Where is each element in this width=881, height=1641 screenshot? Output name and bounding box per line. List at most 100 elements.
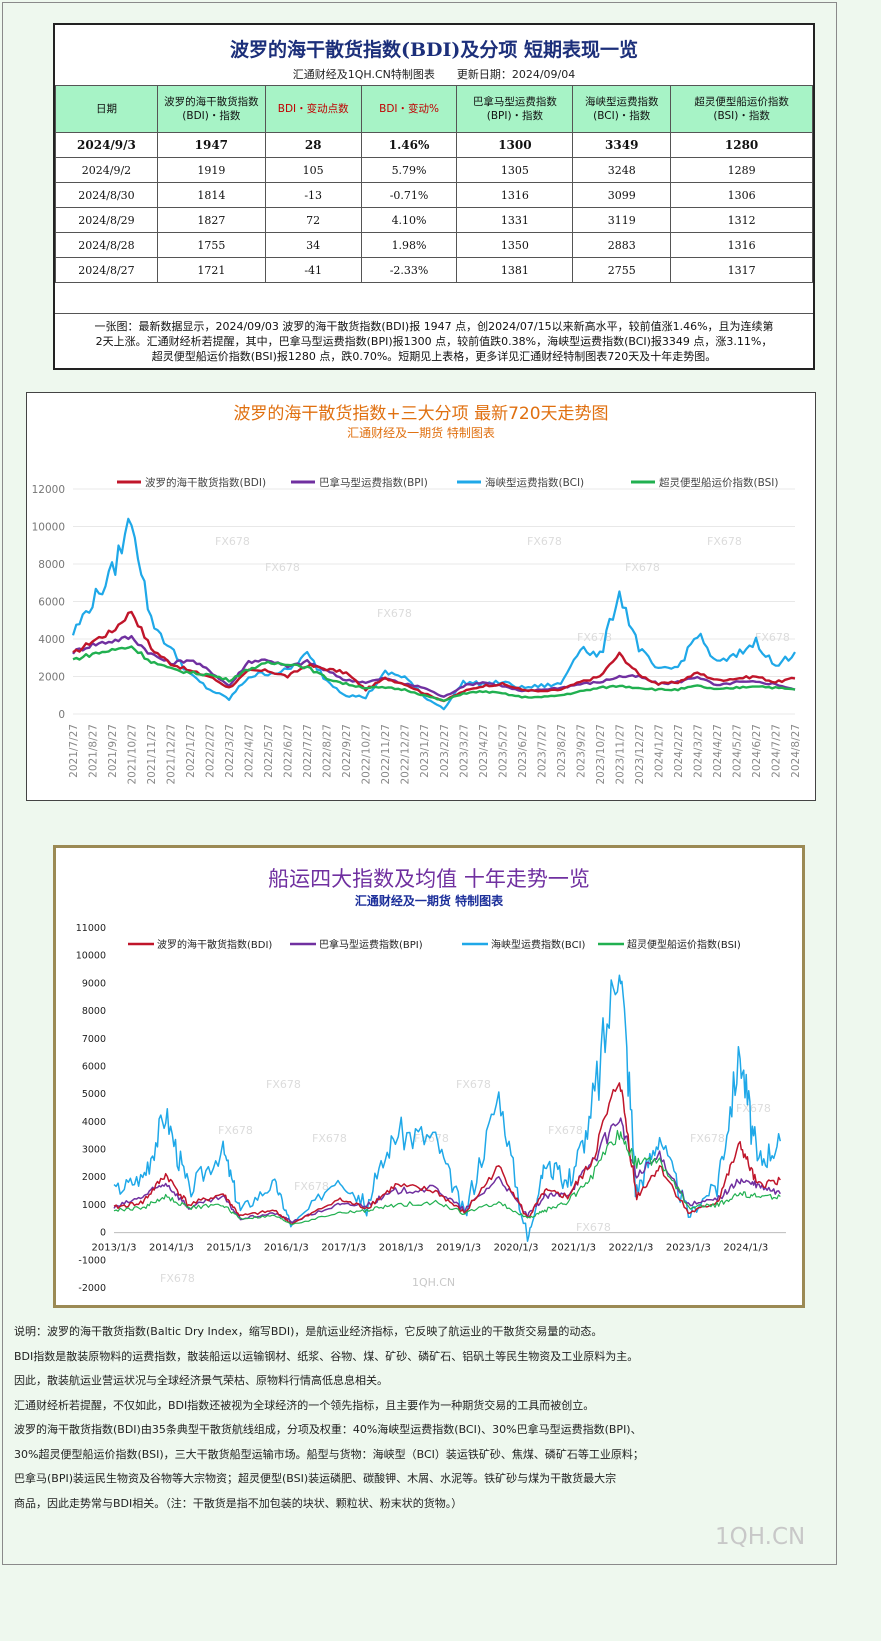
table-header-cell: 海峡型运费指数 (BCI)・指数 bbox=[572, 85, 672, 133]
chart-title: 船运四大指数及均值 十年走势一览 bbox=[268, 867, 590, 891]
bdi-table: 日期 波罗的海干散货指数 (BDI)・指数 BDI・变动点数 BDI・变动% 巴拿马型运费… bbox=[55, 85, 813, 283]
description-line: 汇通财经析若提醒，不仅如此，BDI指数还被视为全球经济的一个领先指标，且主要作为… bbox=[14, 1398, 595, 1412]
x-tick-label: 2021/11/27 bbox=[146, 724, 158, 785]
watermark: FX678 bbox=[265, 561, 300, 574]
watermark: FX678 bbox=[218, 1124, 253, 1137]
y-tick-label: 2000 bbox=[38, 672, 65, 684]
table-cell: -13 bbox=[264, 182, 362, 208]
x-tick-label: 2022/4/27 bbox=[244, 724, 256, 778]
x-tick-label: 2022/1/3 bbox=[608, 1243, 653, 1254]
table-cell: 1947 bbox=[156, 132, 266, 158]
chart-ten-year: 船运四大指数及均值 十年走势一览 汇通财经及一期货 特制图表 波罗的海干散货指数(B… bbox=[53, 845, 805, 1308]
y-tick-label: 6000 bbox=[82, 1061, 106, 1072]
watermark: FX678 bbox=[312, 1132, 347, 1145]
table-cell: 1331 bbox=[456, 207, 574, 233]
legend-label: 波罗的海干散货指数(BDI) bbox=[145, 476, 266, 489]
watermark: FX678 bbox=[377, 607, 412, 620]
x-tick-label: 2018/1/3 bbox=[379, 1243, 424, 1254]
table-row: 2024/8/30 1814 -13 -0.71% 1316 3099 1306 bbox=[55, 182, 813, 208]
legend-label: 超灵便型船运价指数(BSI) bbox=[627, 938, 741, 951]
x-tick-label: 2021/7/27 bbox=[68, 724, 80, 778]
description-line: 商品，因此走势常与BDI相关。（注：干散货是指不加包装的块状、颗粒状、粉末状的货… bbox=[14, 1496, 463, 1510]
x-tick-label: 2019/1/3 bbox=[436, 1243, 481, 1254]
summary-note: 一张图：最新数据显示，2024/09/03 波罗的海干散货指数(BDI)报 19… bbox=[55, 313, 813, 368]
y-tick-label: 10000 bbox=[76, 951, 106, 962]
header-label: BDI・变动% bbox=[379, 103, 439, 115]
x-tick-label: 2022/6/27 bbox=[283, 724, 295, 778]
table-cell: 1919 bbox=[156, 157, 266, 183]
y-tick-label: 10000 bbox=[32, 522, 65, 534]
summary-title: 波罗的海干散货指数(BDI)及分项 短期表现一览 bbox=[229, 39, 639, 61]
x-tick-label: 2024/1/27 bbox=[653, 724, 665, 778]
watermark: FX678 bbox=[215, 535, 250, 548]
table-header-cell: 巴拿马型运费指数 (BPI)・指数 bbox=[456, 85, 574, 133]
x-tick-label: 2021/10/27 bbox=[127, 724, 139, 785]
watermark: FX678 bbox=[736, 1102, 771, 1115]
x-tick-label: 2020/1/3 bbox=[494, 1243, 539, 1254]
series-line bbox=[113, 1129, 781, 1226]
table-cell: -2.33% bbox=[360, 257, 458, 283]
x-tick-label: 2024/6/27 bbox=[751, 724, 763, 778]
x-tick-label: 2024/2/27 bbox=[673, 724, 685, 778]
y-tick-label: 1000 bbox=[82, 1200, 106, 1211]
x-tick-label: 2022/12/27 bbox=[400, 724, 412, 785]
table-cell: 3099 bbox=[572, 182, 672, 208]
table-cell: 5.79% bbox=[360, 157, 458, 183]
table-header-cell: 波罗的海干散货指数 (BDI)・指数 bbox=[156, 85, 266, 133]
table-body: 2024/9/3 1947 28 1.46% 1300 3349 1280 2024/9/2 1… bbox=[55, 132, 813, 283]
description-line: BDI指数是散装原物料的运费指数，散装船运以运输钢材、纸浆、谷物、煤、矿砂、磷矿… bbox=[14, 1349, 639, 1363]
y-tick-label: 11000 bbox=[76, 923, 106, 934]
description-line: 30%超灵便型船运价指数(BSI)，三大干散货船型运输市场。船型与货物：海峡型（… bbox=[14, 1447, 644, 1461]
x-tick-label: 2024/4/27 bbox=[712, 724, 724, 778]
x-tick-label: 2024/1/3 bbox=[723, 1243, 768, 1254]
y-tick-label: 0 bbox=[100, 1228, 106, 1239]
legend-label: 超灵便型船运价指数(BSI) bbox=[659, 476, 778, 489]
x-tick-label: 2022/7/27 bbox=[302, 724, 314, 778]
y-tick-label: 6000 bbox=[38, 597, 65, 609]
x-tick-label: 2023/6/27 bbox=[517, 724, 529, 778]
watermark: FX678 bbox=[294, 1180, 329, 1193]
watermark: FX678 bbox=[160, 1272, 195, 1285]
x-tick-label: 2022/2/27 bbox=[205, 724, 217, 778]
note-line: 2天上涨。汇通财经析若提醒，其中，巴拿马型运费指数(BPI)报1300 点，较前… bbox=[95, 335, 773, 348]
header-label: BDI・变动点数 bbox=[277, 103, 349, 115]
chart-background bbox=[56, 848, 802, 1305]
header-label: (BDI)・指数 bbox=[182, 110, 241, 122]
header-label: (BPI)・指数 bbox=[486, 110, 544, 122]
table-cell: 1814 bbox=[156, 182, 266, 208]
watermark: FX678 bbox=[577, 631, 612, 644]
summary-panel: 波罗的海干散货指数(BDI)及分项 短期表现一览 汇通财经及1QH.CN特制图表… bbox=[53, 23, 815, 370]
x-tick-label: 2024/5/27 bbox=[731, 724, 743, 778]
x-tick-label: 2023/12/27 bbox=[634, 724, 646, 785]
note-line: 超灵便型船运价指数(BSI)报1280 点，跌0.70%。短期见上表格，更多详见… bbox=[151, 350, 717, 363]
table-cell: 2024/9/2 bbox=[55, 157, 158, 183]
table-cell: 105 bbox=[264, 157, 362, 183]
chart-subtitle: 汇通财经及一期货 特制图表 bbox=[347, 425, 495, 440]
table-cell: 1317 bbox=[670, 257, 813, 283]
watermark: FX678 bbox=[625, 561, 660, 574]
table-cell: 1.98% bbox=[360, 232, 458, 258]
watermark: FX678 bbox=[576, 1221, 611, 1234]
table-row: 2024/9/2 1919 105 5.79% 1305 3248 1289 bbox=[55, 157, 813, 183]
table-row: 2024/9/3 1947 28 1.46% 1300 3349 1280 bbox=[55, 132, 813, 158]
x-tick-label: 2023/2/27 bbox=[439, 724, 451, 778]
y-tick-label: 7000 bbox=[82, 1034, 106, 1045]
x-tick-label: 2024/7/27 bbox=[770, 724, 782, 778]
x-tick-label: 2021/9/27 bbox=[107, 724, 119, 778]
x-tick-label: 2023/5/27 bbox=[497, 724, 509, 778]
header-label: (BCI)・指数 bbox=[593, 110, 651, 122]
header-label: 海峡型运费指数 bbox=[584, 96, 659, 108]
table-cell: 1350 bbox=[456, 232, 574, 258]
table-cell: 34 bbox=[264, 232, 362, 258]
table-cell: 1305 bbox=[456, 157, 574, 183]
x-tick-label: 2022/8/27 bbox=[322, 724, 334, 778]
table-header-cell: BDI・变动% bbox=[360, 85, 458, 133]
table-cell: 4.10% bbox=[360, 207, 458, 233]
table-cell: 72 bbox=[264, 207, 362, 233]
x-tick-label: 2023/4/27 bbox=[478, 724, 490, 778]
header-label: 波罗的海干散货指数 bbox=[164, 96, 259, 108]
header-label: 超灵便型船运价指数 bbox=[694, 96, 789, 108]
table-cell: 1289 bbox=[670, 157, 813, 183]
